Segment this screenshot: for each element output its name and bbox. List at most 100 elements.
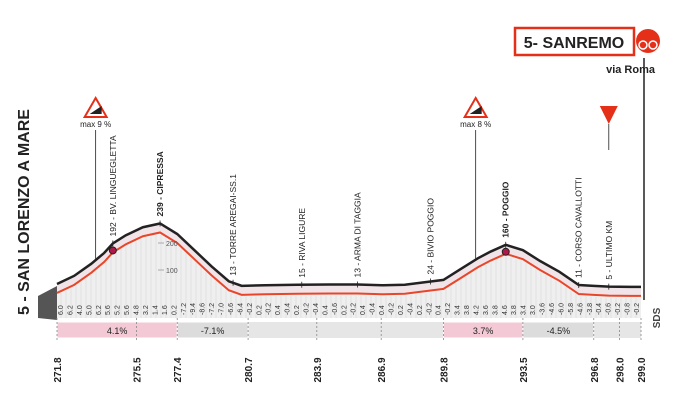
segment-gradient: 5.6 <box>124 305 131 315</box>
segment-gradient: -0.4 <box>407 303 414 315</box>
segment-gradient: 5.6 <box>105 305 112 315</box>
chart-title: 5- SANREMO <box>524 35 624 52</box>
segment-gradient: 4.8 <box>134 305 141 315</box>
segment-gradient: 3.8 <box>511 305 518 315</box>
place-label: 239 - CIPRESSA <box>155 151 165 216</box>
finish-icon-wheel <box>638 40 648 50</box>
segment-gradient: 6.2 <box>67 305 74 315</box>
start-label: 5 - SAN LORENZO A MARE <box>16 109 33 315</box>
segment-gradient: 0.2 <box>341 305 348 315</box>
y-tick-label: 100 <box>166 268 178 275</box>
chart-subtitle: via Roma <box>606 64 656 76</box>
segment-gradient: -0.2 <box>445 303 452 315</box>
segment-gradient: -7.2 <box>209 303 216 315</box>
place-label: 13 - TORRE AREGAI-SS.1 <box>228 174 238 276</box>
segment-gradient: 1.4 <box>152 305 159 315</box>
segment-gradient: 3.4 <box>455 305 462 315</box>
segment-gradient: 0.2 <box>398 305 405 315</box>
segment-gradient: -0.2 <box>304 303 311 315</box>
x-tick-label: 289.8 <box>439 357 450 382</box>
climb-sign-icon <box>469 106 482 114</box>
start-block <box>38 285 57 320</box>
segment-gradient: -6.0 <box>558 303 565 315</box>
profile-face <box>57 232 641 318</box>
segment-gradient: -0.6 <box>332 303 339 315</box>
segment-gradient: -0.6 <box>606 303 613 315</box>
segment-gradient: 0.2 <box>417 305 424 315</box>
segment-gradient: -0.2 <box>247 303 254 315</box>
segment-gradient: 3.0 <box>530 305 537 315</box>
segment-gradient: 5.2 <box>115 305 122 315</box>
segment-gradient: 6.0 <box>58 305 65 315</box>
climb-label: max 9 % <box>80 120 111 129</box>
segment-gradient: 0.2 <box>294 305 301 315</box>
x-tick-label: 286.9 <box>377 357 388 382</box>
x-tick-label: 280.7 <box>244 357 255 382</box>
place-label: 5 - ULTIMO KM <box>604 221 614 280</box>
segment-gradient: -6.6 <box>228 303 235 315</box>
segment-gradient: 4.2 <box>473 305 480 315</box>
segment-gradient: -0.2 <box>615 303 622 315</box>
segment-gradient: -5.8 <box>568 303 575 315</box>
segment-gradient: -4.6 <box>577 303 584 315</box>
place-label: 160 - POGGIO <box>501 181 511 238</box>
place-label: 13 - ARMA DI TAGGIA <box>353 192 363 278</box>
last-km-flag <box>599 106 618 124</box>
segment-gradient: 1.6 <box>162 305 169 315</box>
x-tick-label: 271.8 <box>53 357 64 382</box>
segment-gradient: -7.0 <box>219 303 226 315</box>
logo: SDS <box>652 307 663 328</box>
segment-gradient: -0.2 <box>266 303 273 315</box>
segment-gradient: 3.8 <box>464 305 471 315</box>
segment-gradient: 3.2 <box>143 305 150 315</box>
segment-gradient: -4.6 <box>549 303 556 315</box>
segment-gradient: -0.2 <box>351 303 358 315</box>
segment-gradient: -0.8 <box>625 303 632 315</box>
x-tick-label: 293.5 <box>519 357 530 382</box>
segment-gradient: -3.8 <box>587 303 594 315</box>
segment-gradient: -7.2 <box>181 303 188 315</box>
segment-gradient: -0.2 <box>426 303 433 315</box>
segment-gradient: 4.6 <box>502 305 509 315</box>
segment-gradient: -0.4 <box>596 303 603 315</box>
x-tick-label: 296.8 <box>590 357 601 382</box>
x-tick-label: 275.5 <box>132 357 143 382</box>
x-tick-label: 283.9 <box>313 357 324 382</box>
finish-icon <box>636 29 660 53</box>
segment-gradient: -0.4 <box>285 303 292 315</box>
segment-gradient: 0.4 <box>436 305 443 315</box>
gradient-label: 3.7% <box>473 326 494 336</box>
finish-icon-wheel <box>648 40 658 50</box>
segment-gradient: -0.2 <box>634 303 641 315</box>
segment-gradient: 3.4 <box>521 305 528 315</box>
gradient-label: -7.1% <box>201 326 225 336</box>
finish-box <box>513 26 636 57</box>
segment-gradient: 0.4 <box>275 305 282 315</box>
segment-gradient: 4.0 <box>77 305 84 315</box>
climb-marker <box>501 247 510 256</box>
segment-gradient: -8.6 <box>200 303 207 315</box>
segment-gradient: -0.2 <box>388 303 395 315</box>
profile-line <box>56 231 641 297</box>
x-tick-label: 299.0 <box>637 357 648 382</box>
place-label: 11 - CORSO CAVALLOTTI <box>574 177 584 278</box>
climb-sign-icon <box>89 106 102 114</box>
x-tick-label: 298.0 <box>616 357 627 382</box>
segment-gradient: 0.2 <box>256 305 263 315</box>
climb-marker <box>108 246 117 255</box>
segment-gradient: -9.4 <box>190 303 197 315</box>
segment-gradient: 0.4 <box>379 305 386 315</box>
place-label: 24 - BIVIO POGGIO <box>426 198 436 275</box>
segment-gradient: -6.4 <box>237 303 244 315</box>
segment-gradient: 3.6 <box>483 305 490 315</box>
segment-gradient: 0.2 <box>171 305 178 315</box>
segment-gradient: 6.2 <box>96 305 103 315</box>
x-tick-label: 277.4 <box>173 357 184 382</box>
gradient-label: -4.5% <box>547 326 571 336</box>
segment-gradient: -0.4 <box>313 303 320 315</box>
climb-label: max 8 % <box>460 120 491 129</box>
segment-gradient: -0.4 <box>370 303 377 315</box>
segment-gradient: 0.4 <box>322 305 329 315</box>
